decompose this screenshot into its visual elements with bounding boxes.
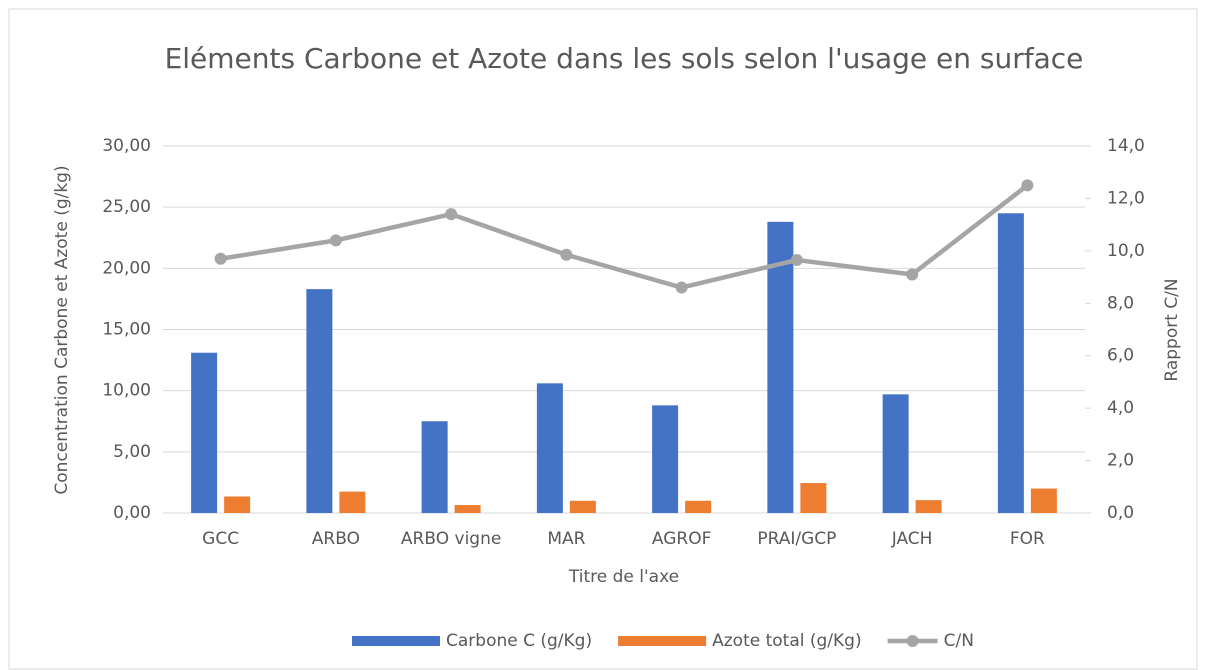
bar (652, 405, 679, 513)
y-tick-label: 20,00 (102, 258, 151, 278)
y2-tick-label: 0,0 (1107, 503, 1134, 523)
x-tick-label: FOR (1010, 529, 1045, 549)
legend-swatch (906, 635, 919, 647)
legend-swatch (352, 636, 440, 646)
x-tick-label: JACH (891, 529, 933, 549)
x-tick-label: MAR (547, 529, 585, 549)
bar (800, 483, 827, 513)
bar (339, 491, 366, 513)
y2-tick-label: 6,0 (1107, 346, 1134, 366)
legend-label: Carbone C (g/Kg) (446, 631, 592, 651)
y-tick-label: 5,00 (113, 442, 151, 462)
y-tick-label: 15,00 (102, 320, 151, 340)
bar (767, 221, 794, 513)
legend-swatch (618, 636, 707, 646)
y-tick-label: 10,00 (102, 381, 151, 401)
x-tick-label: ARBO (312, 529, 360, 549)
y2-axis-title: Rapport C/N (1162, 278, 1182, 381)
x-tick-label: GCC (202, 529, 239, 549)
line (220, 183, 1029, 290)
line-point (445, 208, 458, 221)
y2-tick-label: 12,0 (1107, 188, 1145, 208)
y2-tick-label: 8,0 (1107, 293, 1134, 313)
x-tick-label: AGROF (652, 529, 711, 549)
bar (224, 496, 251, 513)
legend-label: Azote total (g/Kg) (712, 631, 861, 651)
bar (915, 500, 942, 513)
line-point (329, 234, 342, 247)
line-point (675, 281, 688, 294)
y-axis-title: Concentration Carbone et Azote (g/kg) (52, 165, 72, 494)
line-point (1021, 179, 1034, 192)
x-tick-label: PRAI/GCP (757, 529, 836, 549)
bar (191, 352, 218, 513)
bar (1030, 488, 1057, 513)
y-tick-label: 0,00 (113, 503, 151, 523)
bar (569, 500, 596, 513)
line-point (790, 254, 803, 267)
bar (421, 421, 448, 513)
bar (306, 289, 333, 513)
bar (536, 383, 563, 513)
bar (454, 505, 481, 513)
bar (997, 213, 1024, 514)
bar (882, 394, 909, 513)
x-tick-label: ARBO vigne (401, 529, 501, 549)
y-tick-label: 25,00 (102, 197, 151, 217)
bar (685, 500, 712, 513)
chart-border (8, 8, 1198, 670)
y-tick-label: 30,00 (102, 136, 151, 156)
line-point (560, 248, 573, 261)
y2-tick-label: 2,0 (1107, 451, 1134, 471)
y2-tick-label: 14,0 (1107, 136, 1145, 156)
y2-tick-label: 4,0 (1107, 398, 1134, 418)
y2-tick-label: 10,0 (1107, 241, 1145, 261)
line-point (214, 252, 227, 265)
x-axis-title: Titre de l'axe (568, 567, 679, 587)
line-point (906, 268, 919, 281)
legend-label: C/N (944, 631, 974, 651)
chart-title: Eléments Carbone et Azote dans les sols … (164, 42, 1084, 75)
